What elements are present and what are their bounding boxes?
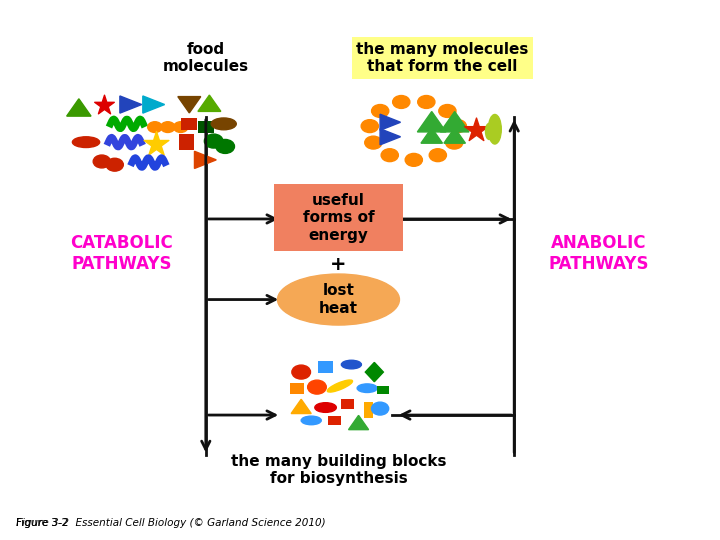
- Circle shape: [361, 120, 379, 132]
- Ellipse shape: [341, 360, 361, 369]
- Circle shape: [148, 122, 162, 132]
- Polygon shape: [380, 129, 400, 145]
- Polygon shape: [421, 128, 443, 143]
- Ellipse shape: [357, 384, 377, 393]
- Polygon shape: [441, 112, 469, 132]
- Circle shape: [405, 153, 423, 166]
- Circle shape: [392, 96, 410, 109]
- Circle shape: [446, 136, 463, 149]
- Point: [150, 139, 161, 148]
- Ellipse shape: [73, 137, 99, 147]
- Polygon shape: [365, 362, 383, 382]
- Circle shape: [93, 155, 110, 168]
- Text: +: +: [330, 255, 347, 274]
- FancyBboxPatch shape: [377, 386, 389, 394]
- Ellipse shape: [315, 403, 336, 413]
- Polygon shape: [380, 114, 400, 130]
- Circle shape: [161, 122, 175, 132]
- Circle shape: [449, 120, 467, 132]
- Circle shape: [372, 402, 389, 415]
- Circle shape: [418, 96, 435, 109]
- FancyBboxPatch shape: [181, 118, 197, 130]
- Circle shape: [372, 105, 389, 117]
- Polygon shape: [291, 399, 311, 414]
- Circle shape: [429, 148, 446, 161]
- Text: ANABOLIC
PATHWAYS: ANABOLIC PATHWAYS: [549, 234, 649, 273]
- Ellipse shape: [211, 118, 236, 130]
- Ellipse shape: [485, 123, 492, 139]
- Circle shape: [174, 122, 188, 132]
- Circle shape: [381, 148, 398, 161]
- Polygon shape: [348, 415, 369, 430]
- Circle shape: [438, 105, 456, 117]
- FancyBboxPatch shape: [289, 383, 304, 394]
- Text: lost
heat: lost heat: [319, 284, 358, 316]
- FancyBboxPatch shape: [198, 121, 214, 133]
- Polygon shape: [67, 99, 91, 116]
- FancyBboxPatch shape: [364, 402, 373, 418]
- Text: Figure 3-2  Essential Cell Biology (© Garland Science 2010): Figure 3-2 Essential Cell Biology (© Gar…: [16, 518, 325, 528]
- FancyBboxPatch shape: [274, 184, 403, 251]
- Text: the many molecules
that form the cell: the many molecules that form the cell: [356, 42, 528, 74]
- Circle shape: [106, 158, 123, 171]
- Polygon shape: [143, 96, 165, 113]
- Ellipse shape: [277, 274, 400, 325]
- Text: CATABOLIC
PATHWAYS: CATABOLIC PATHWAYS: [71, 234, 174, 273]
- Point: [98, 100, 109, 109]
- Circle shape: [292, 365, 310, 379]
- Polygon shape: [418, 112, 446, 132]
- Polygon shape: [178, 97, 201, 113]
- Circle shape: [216, 139, 235, 153]
- Circle shape: [365, 136, 382, 149]
- Polygon shape: [444, 128, 465, 143]
- FancyBboxPatch shape: [328, 416, 341, 426]
- Point: [470, 126, 482, 134]
- FancyBboxPatch shape: [341, 400, 354, 409]
- Ellipse shape: [328, 380, 353, 392]
- Polygon shape: [194, 151, 216, 168]
- Text: useful
forms of
energy: useful forms of energy: [302, 193, 374, 243]
- Text: the many building blocks
for biosynthesis: the many building blocks for biosynthesi…: [230, 454, 446, 486]
- Circle shape: [307, 380, 326, 394]
- Polygon shape: [198, 95, 221, 111]
- Text: Figure 3-2: Figure 3-2: [16, 518, 74, 528]
- Ellipse shape: [301, 416, 321, 425]
- Polygon shape: [120, 96, 142, 113]
- Text: food
molecules: food molecules: [163, 42, 249, 74]
- Circle shape: [204, 134, 223, 148]
- FancyBboxPatch shape: [318, 361, 333, 373]
- FancyBboxPatch shape: [179, 134, 194, 150]
- Ellipse shape: [488, 114, 501, 144]
